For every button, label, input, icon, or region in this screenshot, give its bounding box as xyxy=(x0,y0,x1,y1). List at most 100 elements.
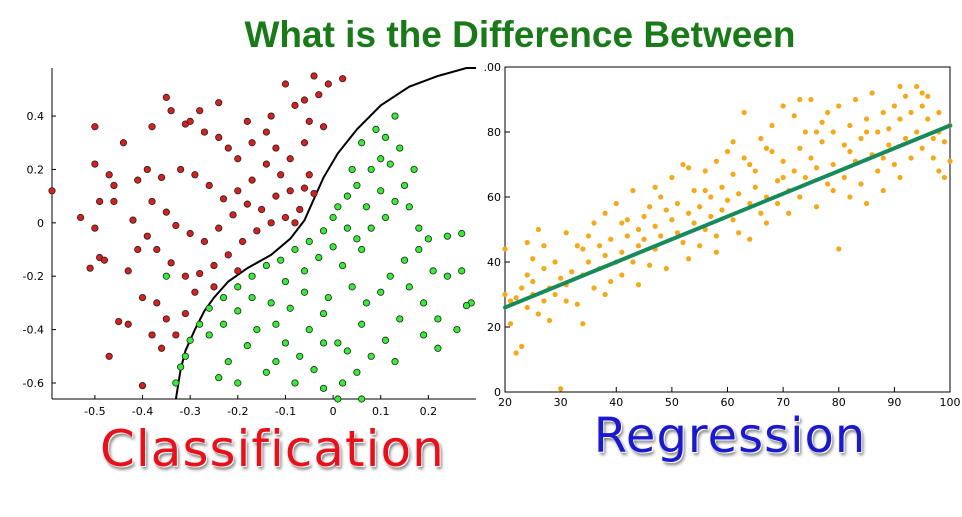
regression-point xyxy=(780,103,786,109)
classification-point-green xyxy=(215,374,223,382)
classification-point-green xyxy=(462,301,471,310)
regression-point xyxy=(797,194,803,200)
regression-fit-line xyxy=(503,123,952,310)
regression-frame xyxy=(504,66,951,393)
classification-x-tick-label: 0 xyxy=(330,405,337,418)
regression-point xyxy=(697,204,703,210)
classification-point-green xyxy=(443,232,452,240)
classification-point-green xyxy=(324,293,332,302)
classification-point-green xyxy=(315,253,323,262)
regression-point xyxy=(747,161,753,168)
classification-point-red xyxy=(48,187,56,195)
regression-point xyxy=(813,165,820,171)
classification-point-red xyxy=(267,219,275,227)
regression-point xyxy=(635,243,642,249)
classification-point-red xyxy=(105,352,113,360)
regression-point xyxy=(914,83,920,90)
classification-point-red xyxy=(267,112,275,120)
classification-point-red xyxy=(281,80,290,88)
classification-point-green xyxy=(300,267,309,275)
classification-point-red xyxy=(200,128,209,136)
regression-point xyxy=(914,129,920,135)
classification-y-tick-label: 0 xyxy=(37,217,44,230)
regression-point xyxy=(702,168,708,174)
classification-point-red xyxy=(157,344,166,352)
regression-point xyxy=(875,129,881,135)
regression-point xyxy=(858,181,864,187)
regression-x-tick-label: 90 xyxy=(887,396,901,409)
regression-point xyxy=(635,226,642,233)
classification-point-green xyxy=(348,283,356,291)
classification-point-green xyxy=(381,336,390,344)
classification-point-green xyxy=(400,256,409,264)
regression-point xyxy=(602,210,608,216)
regression-y-tick-label: 60 xyxy=(487,191,501,204)
classification-point-green xyxy=(248,293,256,302)
classification-point-green xyxy=(377,288,385,296)
regression-point xyxy=(713,158,719,164)
regression-point xyxy=(530,278,536,285)
classification-point-red xyxy=(315,91,323,99)
regression-point xyxy=(535,311,541,317)
classification-point-green xyxy=(396,315,404,323)
classification-decision-boundary xyxy=(174,67,476,400)
regression-point xyxy=(763,220,770,226)
regression-point xyxy=(708,213,714,220)
regression-point xyxy=(791,168,797,174)
classification-point-green xyxy=(267,299,275,307)
classification-point-green xyxy=(319,309,328,318)
classification-point-red xyxy=(291,219,299,227)
regression-point xyxy=(580,246,586,252)
classification-point-green xyxy=(234,307,242,315)
regression-x-tick-label: 50 xyxy=(665,396,679,409)
classification-point-green xyxy=(367,224,375,232)
classification-point-red xyxy=(143,232,151,240)
classification-point-green xyxy=(281,277,290,286)
classification-point-green xyxy=(377,187,385,195)
classification-point-green xyxy=(291,245,299,254)
classification-point-red xyxy=(310,72,318,80)
regression-point xyxy=(713,233,719,239)
regression-label: Regression xyxy=(593,408,867,464)
regression-point xyxy=(930,155,936,161)
classification-x-tick-label: -0.5 xyxy=(84,405,105,418)
classification-point-red xyxy=(277,171,285,179)
classification-point-green xyxy=(262,261,270,270)
classification-point-red xyxy=(162,93,170,101)
regression-point xyxy=(708,194,714,200)
regression-point xyxy=(925,116,931,122)
classification-point-green xyxy=(319,384,328,392)
regression-point xyxy=(847,148,853,155)
regression-point xyxy=(797,96,803,103)
classification-point-red xyxy=(243,200,251,208)
regression-point xyxy=(602,252,608,259)
regression-point xyxy=(647,262,653,268)
regression-x-tick-label: 80 xyxy=(832,396,846,409)
regression-point xyxy=(730,217,736,223)
regression-point xyxy=(897,174,903,181)
classification-point-green xyxy=(248,272,256,280)
classification-point-green xyxy=(205,304,213,312)
classification-point-red xyxy=(258,205,266,214)
classification-point-green xyxy=(234,283,242,291)
classification-point-red xyxy=(324,80,332,88)
regression-point xyxy=(719,184,725,190)
classification-point-red xyxy=(305,117,313,125)
classification-point-green xyxy=(319,339,328,347)
regression-point xyxy=(558,386,564,392)
classification-point-green xyxy=(196,320,204,328)
regression-point xyxy=(502,291,508,298)
classification-point-green xyxy=(162,272,170,280)
regression-x-tick-label: 60 xyxy=(721,396,735,409)
classification-point-red xyxy=(215,224,223,232)
regression-point xyxy=(774,200,781,207)
classification-point-green xyxy=(458,267,466,275)
classification-point-green xyxy=(453,325,461,334)
regression-point xyxy=(719,207,725,213)
regression-point xyxy=(925,93,931,99)
regression-point xyxy=(847,194,853,200)
classification-point-green xyxy=(367,165,375,174)
classification-point-red xyxy=(286,187,294,195)
regression-point xyxy=(902,135,909,142)
classification-point-green xyxy=(339,261,347,270)
